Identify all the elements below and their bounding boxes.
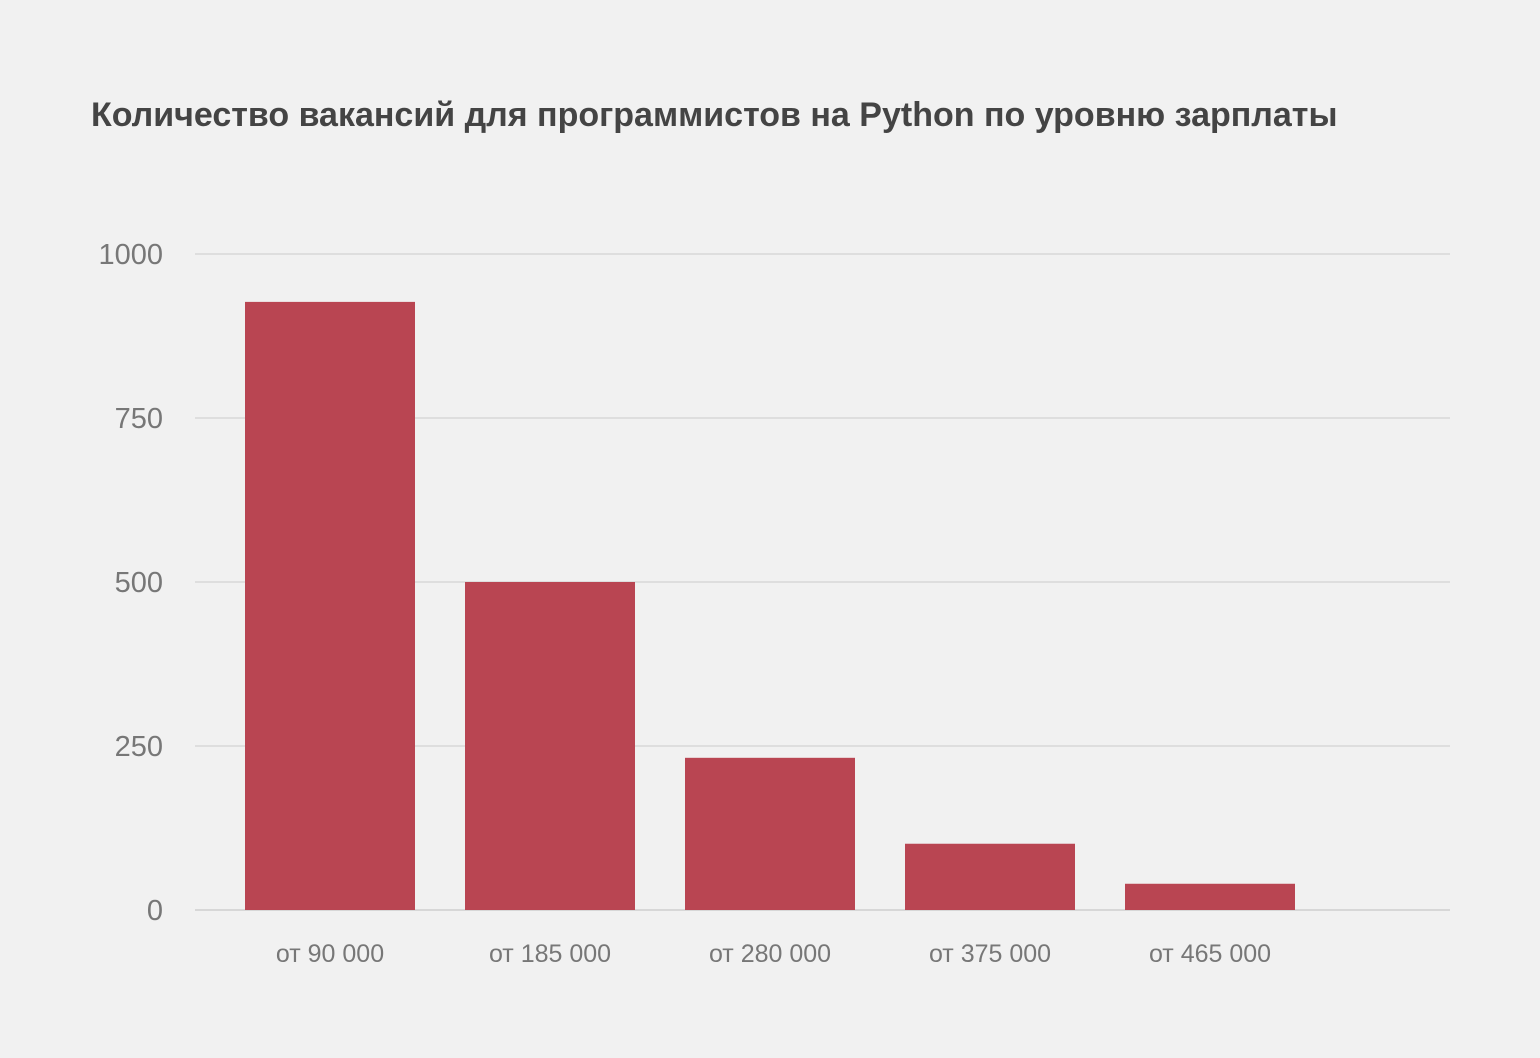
x-tick-label: от 465 000: [1149, 940, 1271, 968]
bar: [1125, 883, 1295, 910]
x-tick-label: от 280 000: [709, 940, 831, 968]
bar: [245, 301, 415, 910]
bar: [465, 582, 635, 910]
y-tick-label: 1000: [98, 239, 163, 271]
y-axis-ticks: 0 250 500 750 1000: [98, 239, 163, 927]
y-tick-label: 250: [115, 731, 163, 763]
bar: [905, 843, 1075, 910]
x-tick-label: от 90 000: [276, 940, 384, 968]
chart-title: Количество вакансий для программистов на…: [91, 96, 1338, 134]
x-axis-labels: от 90 000 от 185 000 от 280 000 от 375 000 о…: [276, 940, 1271, 968]
bars: [245, 301, 1295, 910]
x-tick-label: от 185 000: [489, 940, 611, 968]
bar: [685, 757, 855, 910]
x-tick-label: от 375 000: [929, 940, 1051, 968]
y-tick-label: 750: [115, 403, 163, 435]
y-tick-label: 0: [147, 895, 163, 927]
y-tick-label: 500: [115, 567, 163, 599]
